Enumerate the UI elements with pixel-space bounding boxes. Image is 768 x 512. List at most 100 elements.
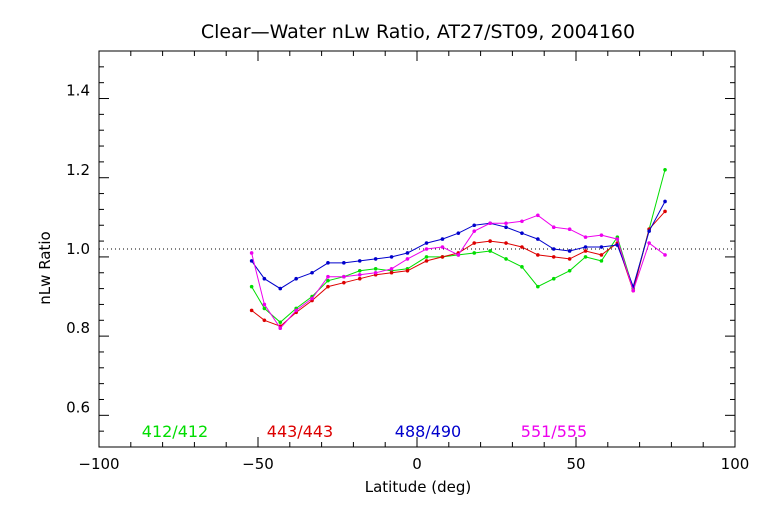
y-tick-label: 1.2 (66, 161, 90, 179)
data-point (440, 237, 445, 241)
data-point (278, 320, 283, 325)
x-tick-label: 0 (412, 455, 422, 473)
data-point (488, 249, 492, 253)
data-point (536, 253, 540, 257)
data-point (567, 257, 572, 261)
data-point (536, 284, 540, 289)
data-point (488, 221, 492, 226)
data-point (424, 247, 429, 251)
data-point (373, 267, 378, 271)
x-tick-label: −100 (78, 455, 119, 473)
y-axis-label: nLw Ratio (36, 231, 54, 304)
data-point (262, 302, 267, 307)
legend-entry: 551/555 (521, 422, 587, 441)
data-point (278, 286, 283, 291)
data-point (599, 253, 604, 257)
data-point (631, 288, 636, 293)
data-point (262, 318, 267, 323)
data-point (599, 233, 604, 237)
data-point (249, 284, 254, 289)
axes-layer: −100 −50 0 50 100 0.6 0.8 1.0 1.2 1.4 (66, 50, 750, 473)
x-axis-label: Latitude (deg) (365, 478, 471, 496)
data-point (249, 251, 254, 255)
data-point (342, 261, 346, 265)
data-point (504, 221, 508, 226)
data-point (405, 268, 410, 273)
data-point (326, 274, 330, 279)
chart-title: Clear—Water nLw Ratio, AT27/ST09, 200416… (201, 21, 635, 43)
data-point (249, 308, 254, 313)
data-point (488, 239, 492, 243)
data-point (310, 296, 314, 301)
data-point (424, 255, 429, 259)
data-point (647, 229, 651, 233)
data-point (520, 231, 524, 235)
data-point (536, 213, 540, 218)
data-point (504, 257, 508, 261)
data-point (583, 255, 588, 259)
data-point (663, 253, 667, 257)
x-tick-label: 50 (566, 455, 585, 473)
legend-entry: 443/443 (267, 422, 333, 441)
data-point (249, 259, 254, 263)
data-point (310, 270, 314, 275)
data-point (357, 276, 362, 281)
data-point (405, 251, 410, 255)
data-point (536, 237, 540, 241)
y-tick-label: 0.6 (66, 398, 90, 416)
data-point (663, 168, 667, 172)
data-point (326, 261, 330, 265)
data-point (583, 235, 588, 239)
data-point (424, 241, 429, 245)
data-point (357, 259, 362, 263)
series-layer (249, 168, 667, 331)
x-tick-label: −50 (242, 455, 274, 473)
data-point (456, 253, 461, 257)
x-tick-label: 100 (721, 455, 750, 473)
y-tick-label: 0.8 (66, 319, 90, 337)
data-point (583, 245, 588, 249)
data-point (440, 245, 445, 249)
data-point (405, 257, 410, 261)
data-point (615, 243, 620, 247)
data-point (615, 237, 620, 241)
data-point (551, 255, 556, 259)
data-point (472, 241, 477, 245)
data-point (599, 245, 604, 249)
data-point (294, 276, 298, 281)
data-point (357, 268, 362, 273)
data-point (551, 225, 556, 230)
data-point (424, 259, 429, 263)
data-point (342, 274, 346, 279)
data-point (599, 259, 604, 263)
data-point (326, 284, 330, 289)
data-point (504, 241, 508, 245)
data-point (440, 255, 445, 259)
data-point (472, 251, 477, 255)
data-point (326, 278, 330, 283)
data-point (373, 270, 378, 275)
data-point (551, 247, 556, 251)
y-tick-label: 1.0 (66, 240, 90, 258)
legend-entry: 488/490 (395, 422, 461, 441)
data-point (472, 229, 477, 233)
data-point (567, 249, 572, 253)
data-point (389, 270, 394, 275)
data-point (567, 268, 572, 273)
data-point (504, 225, 508, 230)
data-point (262, 306, 267, 311)
data-point (663, 209, 667, 214)
data-point (389, 255, 394, 259)
data-point (389, 267, 394, 271)
data-point (278, 326, 283, 331)
data-point (647, 241, 651, 245)
data-point (456, 231, 461, 235)
data-point (583, 249, 588, 253)
data-point (520, 219, 524, 224)
data-point (663, 199, 667, 204)
data-point (551, 276, 556, 281)
data-point (342, 280, 346, 285)
data-point (472, 223, 477, 228)
